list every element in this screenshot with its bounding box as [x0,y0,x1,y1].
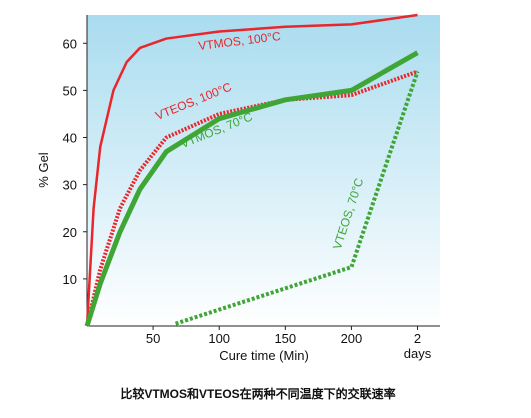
series-line [85,13,418,327]
y-tick-label: 40 [63,131,77,146]
x-tick-label: 2 days [404,331,432,361]
y-tick-label: 10 [63,272,77,287]
caption: 比较VTMOS和VTEOS在两种不同温度下的交联速率 [120,386,395,401]
y-tick-label: 30 [63,178,77,193]
x-tick-label: 50 [146,331,160,346]
plot-background [87,15,440,326]
x-tick-label: 100 [208,331,230,346]
series-line [84,50,419,327]
x-axis-label: Cure time (Min) [219,348,309,363]
x-tick-label: 150 [274,331,296,346]
series-line [174,70,420,326]
y-tick-label: 50 [63,83,77,98]
y-tick-label: 60 [63,36,77,51]
y-tick-label: 20 [63,225,77,240]
x-tick-label: 200 [341,331,363,346]
series-line [85,69,419,327]
y-axis-label: % Gel [36,152,51,188]
